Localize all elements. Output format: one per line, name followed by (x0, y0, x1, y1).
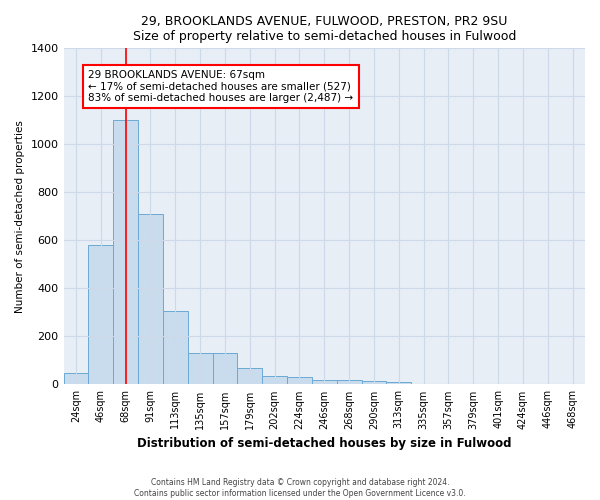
Bar (386, 382, 411, 384)
Bar (188, 352, 212, 384)
Bar (312, 380, 337, 384)
Bar (88, 245, 113, 384)
Bar (64, 373, 88, 384)
Bar (212, 352, 238, 384)
Bar (287, 377, 312, 384)
Bar (337, 380, 362, 384)
X-axis label: Distribution of semi-detached houses by size in Fulwood: Distribution of semi-detached houses by … (137, 437, 512, 450)
Bar (362, 381, 386, 384)
Y-axis label: Number of semi-detached properties: Number of semi-detached properties (15, 120, 25, 313)
Text: Contains HM Land Registry data © Crown copyright and database right 2024.
Contai: Contains HM Land Registry data © Crown c… (134, 478, 466, 498)
Bar (138, 214, 163, 384)
Bar (262, 376, 287, 384)
Title: 29, BROOKLANDS AVENUE, FULWOOD, PRESTON, PR2 9SU
Size of property relative to se: 29, BROOKLANDS AVENUE, FULWOOD, PRESTON,… (133, 15, 516, 43)
Bar (163, 311, 188, 384)
Bar (113, 120, 138, 384)
Bar (238, 368, 262, 384)
Text: 29 BROOKLANDS AVENUE: 67sqm
← 17% of semi-detached houses are smaller (527)
83% : 29 BROOKLANDS AVENUE: 67sqm ← 17% of sem… (88, 70, 353, 103)
